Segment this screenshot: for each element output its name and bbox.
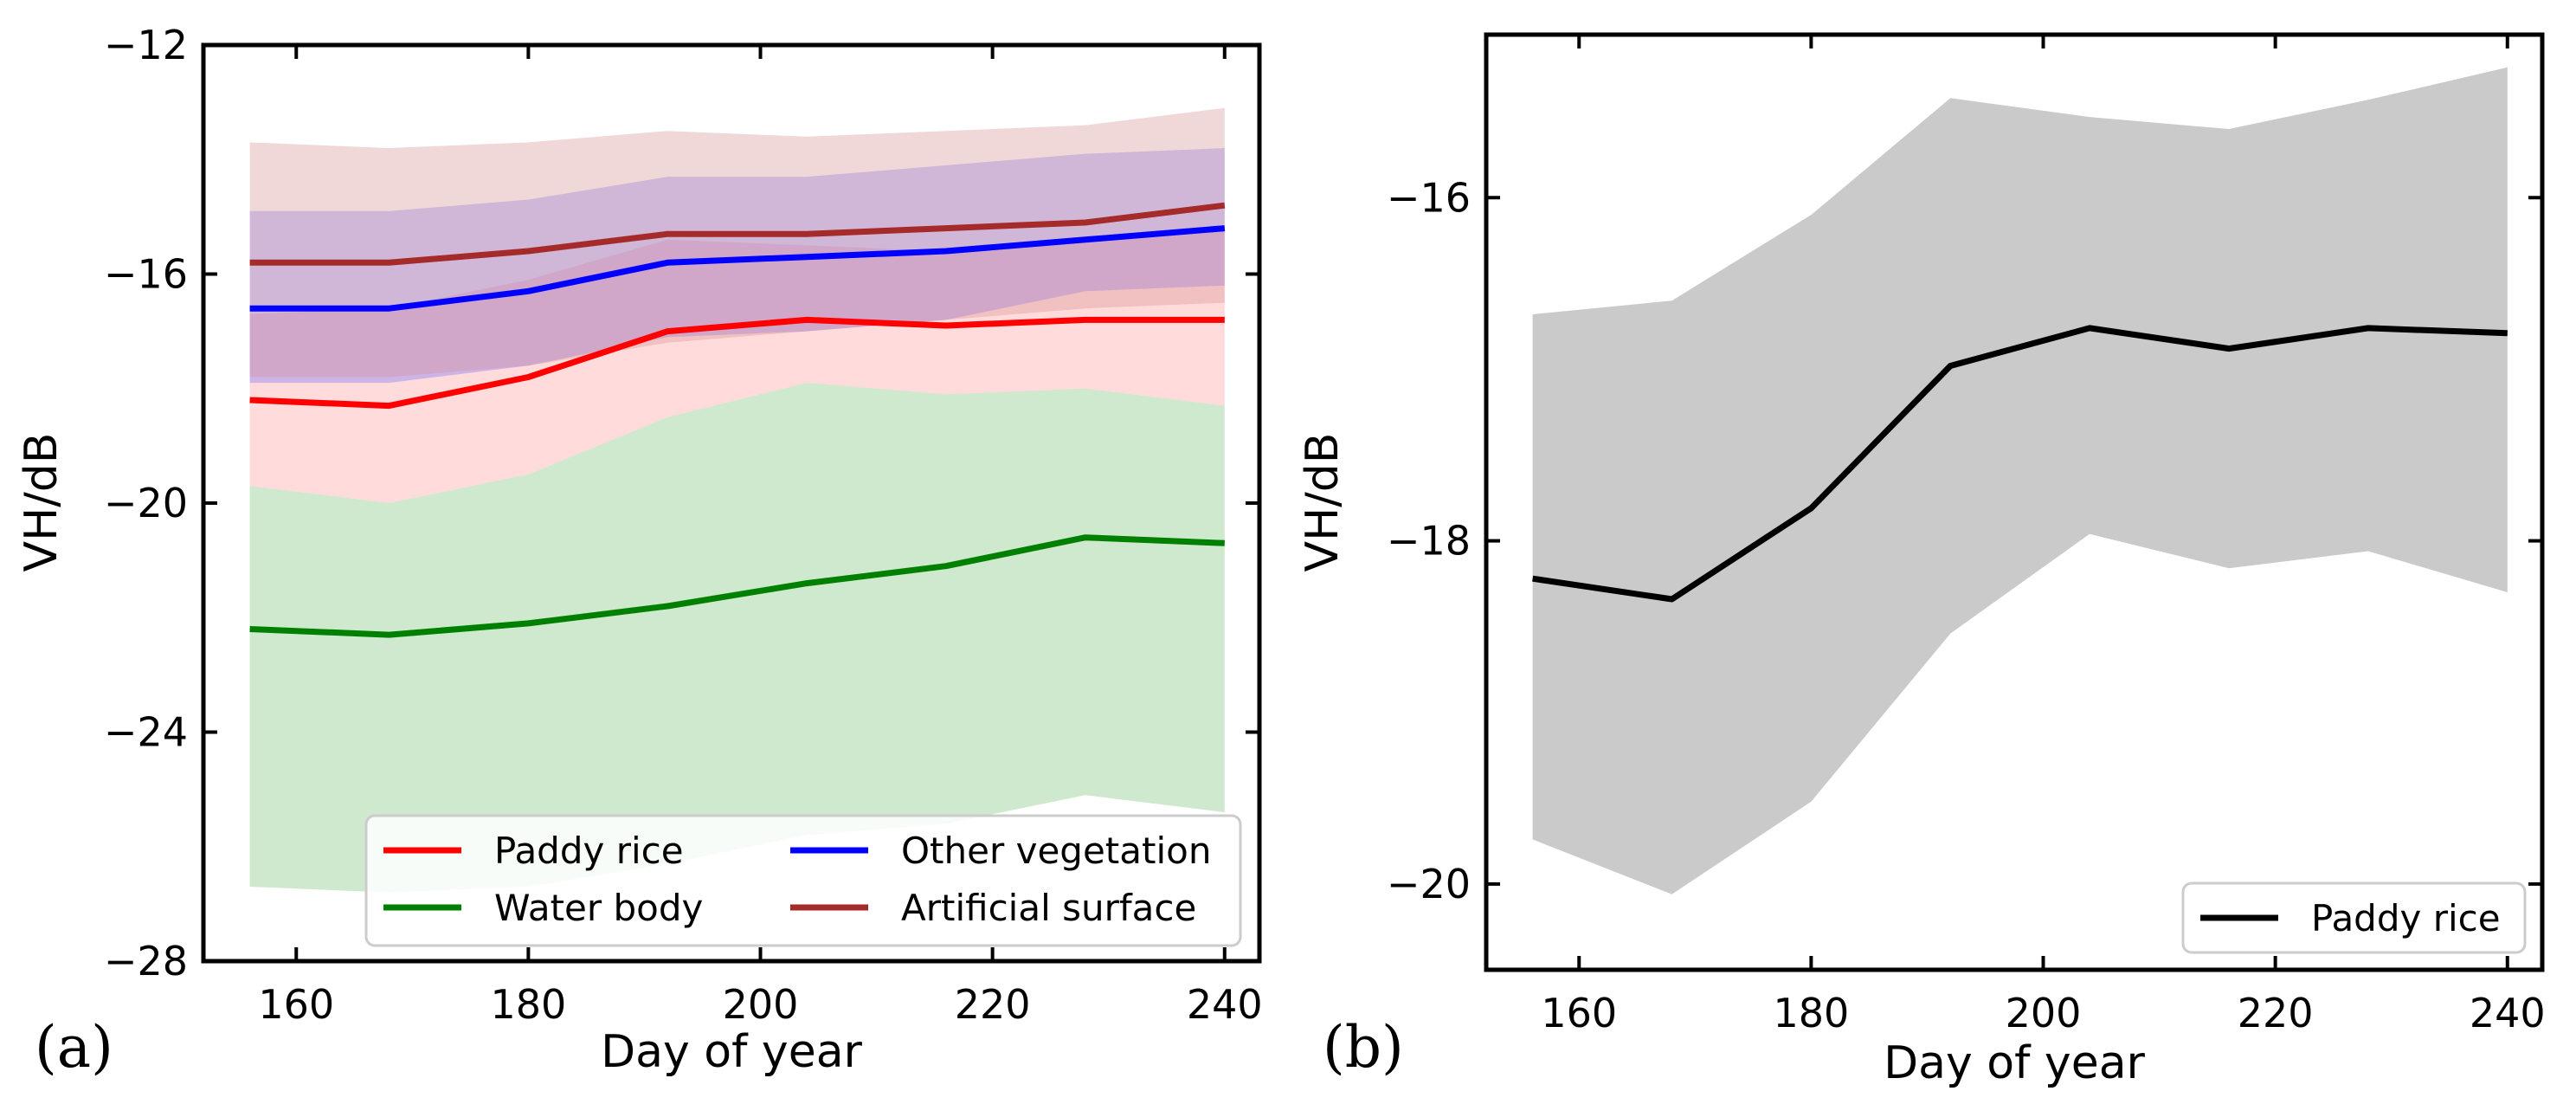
legend-label-water-body: Water body xyxy=(494,887,703,929)
x-tick-label-180: 180 xyxy=(490,981,566,1028)
x-tick-label-160: 160 xyxy=(1541,990,1617,1036)
y-tick-label--28: −28 xyxy=(104,938,188,985)
legend-entry-artificial-surface: Artificial surface xyxy=(790,887,1196,929)
y-ticks: −28 −24 −20 −16 −12 xyxy=(104,22,1259,985)
y-tick-label--20: −20 xyxy=(1387,861,1471,907)
band-water-body xyxy=(249,383,1225,893)
x-axis-label: Day of year xyxy=(1884,1037,2145,1089)
y-tick-label--24: −24 xyxy=(104,709,188,756)
y-tick-label--16: −16 xyxy=(1387,174,1471,221)
x-tick-label-220: 220 xyxy=(2238,990,2314,1036)
line-artificial-surface xyxy=(249,202,1226,266)
x-tick-label-200: 200 xyxy=(2006,990,2082,1036)
band-other-vegetation xyxy=(249,148,1225,384)
y-axis-label: VH/dB xyxy=(16,433,68,572)
x-tick-label-160: 160 xyxy=(258,981,334,1028)
line-other-vegetation xyxy=(249,225,1226,312)
confidence-bands xyxy=(1532,67,2508,894)
legend-box xyxy=(364,814,1242,947)
legend-label-paddy-rice: Paddy rice xyxy=(494,830,684,872)
legend-label-other-vegetation: Other vegetation xyxy=(901,830,1211,872)
y-ticks: −20 −18 −16 xyxy=(1387,174,2542,907)
chart-panel-b: 160 180 200 220 240 −20 −18 −16 Day of year VH/dB… xyxy=(1297,32,2546,1089)
y-axis-label: VH/dB xyxy=(1297,433,1349,572)
y-tick-label--18: −18 xyxy=(1387,518,1471,565)
series-lines xyxy=(249,202,1226,638)
y-tick-label--12: −12 xyxy=(104,22,188,68)
x-tick-label-220: 220 xyxy=(955,981,1031,1028)
band-paddy-rice xyxy=(1532,67,2508,894)
panel-label: (b) xyxy=(1323,1014,1404,1081)
legend-entry-paddy-rice: Paddy rice xyxy=(2200,897,2501,939)
band-artificial-surface xyxy=(249,107,1225,378)
legend: Paddy rice Water body Other vegetation Arti… xyxy=(364,814,1242,947)
x-axis-label: Day of year xyxy=(601,1026,862,1078)
legend-entry-paddy-rice: Paddy rice xyxy=(383,830,684,872)
legend: Paddy rice xyxy=(2181,881,2527,954)
x-ticks: 160 180 200 220 240 xyxy=(258,45,1263,1028)
x-tick-label-240: 240 xyxy=(2470,990,2546,1036)
line-paddy-rice xyxy=(249,316,1225,410)
line-water-body xyxy=(249,534,1225,638)
legend-entry-other-vegetation: Other vegetation xyxy=(790,830,1211,872)
x-tick-label-200: 200 xyxy=(723,981,799,1028)
legend-label-paddy-rice: Paddy rice xyxy=(2311,897,2501,939)
panel-label: (a) xyxy=(35,1014,113,1081)
line-paddy-rice xyxy=(1532,325,2508,603)
legend-entry-water-body: Water body xyxy=(383,887,703,929)
legend-box xyxy=(2181,881,2527,954)
y-tick-label--20: −20 xyxy=(104,480,188,526)
x-ticks: 160 180 200 220 240 xyxy=(1541,35,2546,1036)
chart-panel-a: 160 180 200 220 240 −28 −24 −20 −16 −12 Day of yea… xyxy=(16,22,1263,1081)
plot-frame xyxy=(1484,32,2545,972)
x-tick-label-240: 240 xyxy=(1187,981,1263,1028)
x-tick-label-180: 180 xyxy=(1773,990,1849,1036)
y-tick-label--16: −16 xyxy=(104,251,188,298)
legend-label-artificial-surface: Artificial surface xyxy=(901,887,1196,929)
series-lines xyxy=(1532,325,2508,603)
